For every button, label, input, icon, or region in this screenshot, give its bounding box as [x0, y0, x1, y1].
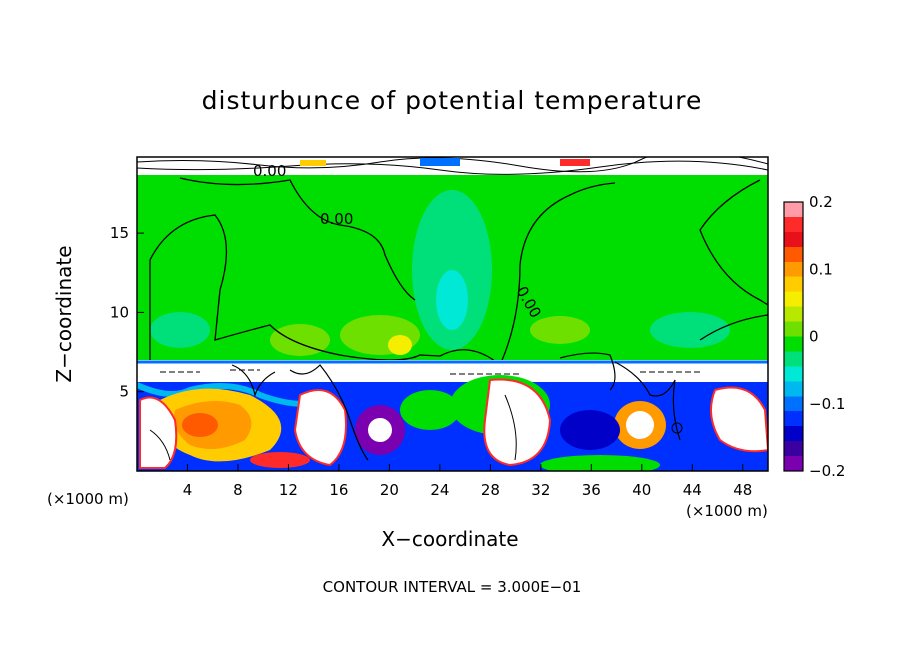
colorbar-tick-label: 0.1 [809, 260, 833, 278]
x-tick-label: 40 [632, 481, 651, 499]
field-warm-core [483, 378, 552, 467]
colorbar-tick-label: −0.1 [809, 395, 845, 413]
x-tick-label: 32 [531, 481, 550, 499]
y-tick-label: 5 [119, 383, 129, 401]
field-layer [137, 157, 768, 471]
x-tick-label: 8 [233, 481, 243, 499]
x-tick-label: 36 [582, 481, 601, 499]
colorbar [783, 201, 804, 472]
y-axis-label: Z−coordinate [52, 245, 76, 383]
x-axis-label: X−coordinate [381, 527, 519, 551]
x-tick-label: 4 [183, 481, 193, 499]
x-tick-label: 20 [380, 481, 399, 499]
contour-label: 0.00 [253, 162, 286, 180]
y-tick-label: 10 [110, 303, 129, 321]
contour-label: 0.00 [320, 210, 353, 228]
y-tick-label: 15 [110, 224, 129, 242]
y-axis-ticks: 5 10 15 [110, 224, 144, 401]
x-tick-label: 24 [430, 481, 449, 499]
x-unit-left: (×1000 m) [47, 490, 129, 508]
x-unit-right: (×1000 m) [686, 502, 768, 520]
contour-interval-note: CONTOUR INTERVAL = 3.000E−01 [322, 578, 582, 596]
x-tick-label: 28 [481, 481, 500, 499]
contour-interface [231, 364, 369, 461]
colorbar-tick-label: 0.2 [809, 193, 833, 211]
x-axis-ticks: 4 8 12 16 20 24 28 32 36 40 44 48 [183, 464, 752, 499]
x-tick-label: 44 [683, 481, 702, 499]
colorbar-ticks: 0.2 0.1 0 −0.1 −0.2 [809, 193, 845, 480]
x-tick-label: 16 [329, 481, 348, 499]
plot-frame [136, 156, 769, 472]
colorbar-tick-label: 0 [809, 328, 819, 346]
x-tick-label: 48 [733, 481, 752, 499]
chart-title: disturbunce of potential temperature [201, 86, 703, 115]
colorbar-tick-label: −0.2 [809, 462, 845, 480]
x-tick-label: 12 [279, 481, 298, 499]
